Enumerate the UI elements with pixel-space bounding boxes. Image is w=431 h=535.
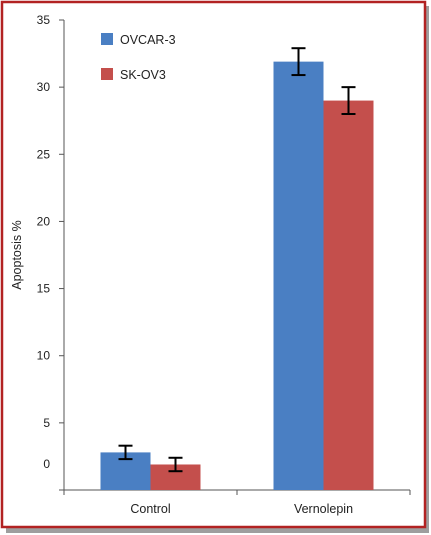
error-bars: [118, 47, 356, 473]
x-category-label: Vernolepin: [294, 502, 353, 516]
y-tick-label: 15: [37, 282, 51, 296]
y-tick-label: 20: [37, 214, 51, 228]
y-tick-label: 5: [43, 416, 50, 430]
y-tick-label: 0: [43, 457, 50, 471]
bar: [273, 61, 324, 490]
bars: [100, 61, 374, 491]
legend-label: SK-OV3: [120, 68, 166, 82]
legend-label: OVCAR-3: [120, 33, 176, 47]
legend-swatch: [101, 68, 113, 80]
legend-swatch: [101, 33, 113, 45]
legend: OVCAR-3 SK-OV3: [101, 33, 176, 82]
y-tick-label: 35: [37, 13, 51, 27]
y-tick-label: 10: [37, 349, 51, 363]
x-category-label: Control: [130, 502, 170, 516]
bar: [323, 100, 374, 491]
y-tick-label: 30: [37, 80, 51, 94]
y-axis-title: Apoptosis %: [10, 220, 24, 289]
y-tick-label: 25: [37, 147, 51, 161]
